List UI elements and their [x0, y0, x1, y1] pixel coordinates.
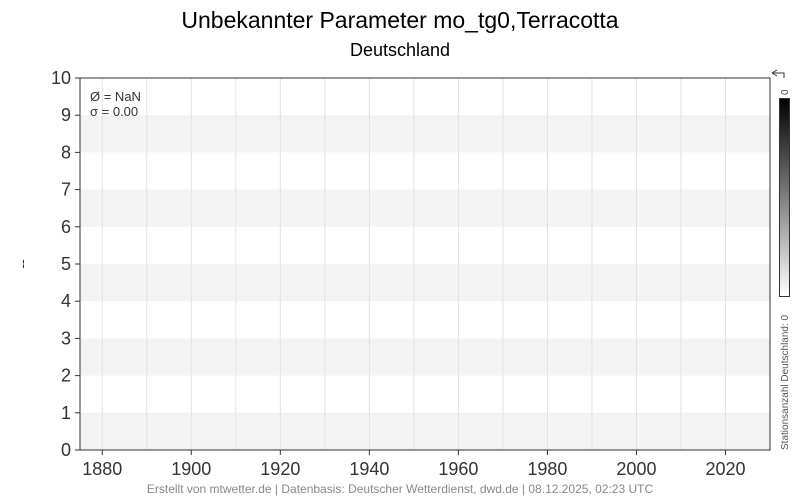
colorbar-max-label: 0 — [780, 89, 791, 95]
x-tick-label: 1900 — [171, 459, 211, 479]
x-tick-label: 1880 — [82, 459, 122, 479]
stat-sigma: σ = 0.00 — [90, 104, 138, 119]
grid-band — [80, 264, 770, 302]
y-tick-label: 0 — [61, 440, 71, 460]
grid-band — [80, 189, 770, 227]
y-tick-label: 1 — [61, 403, 71, 423]
x-tick-label: 1940 — [349, 459, 389, 479]
y-tick-label: 9 — [61, 105, 71, 125]
y-tick-label: 5 — [61, 254, 71, 274]
x-tick-label: 2020 — [705, 459, 745, 479]
y-tick-label: 3 — [61, 328, 71, 348]
x-tick-label: 1960 — [438, 459, 478, 479]
colorbar — [779, 98, 790, 297]
grid-band — [80, 412, 770, 450]
y-tick-label: 4 — [61, 291, 71, 311]
chart-title: Unbekannter Parameter mo_tg0,Terracotta — [181, 7, 618, 33]
x-tick-label: 1920 — [260, 459, 300, 479]
colorbar-label: Stationsanzahl Deutschland: 0 — [780, 314, 791, 450]
y-axis-label: -- — [14, 259, 30, 269]
grid-band — [80, 338, 770, 376]
footer: Erstellt von mtwetter.de | Datenbasis: D… — [147, 482, 654, 496]
y-tick-label: 7 — [61, 180, 71, 200]
y-tick-label: 2 — [61, 366, 71, 386]
y-tick-label: 8 — [61, 142, 71, 162]
y-tick-label: 6 — [61, 217, 71, 237]
x-tick-label: 2000 — [616, 459, 656, 479]
y-tick-label: 10 — [51, 68, 71, 88]
grid-band — [80, 115, 770, 153]
x-tick-label: 1980 — [527, 459, 567, 479]
colorbar-arrow-icon — [771, 69, 785, 78]
chart-subtitle: Deutschland — [350, 40, 450, 60]
stat-mean: Ø = NaN — [90, 89, 141, 104]
